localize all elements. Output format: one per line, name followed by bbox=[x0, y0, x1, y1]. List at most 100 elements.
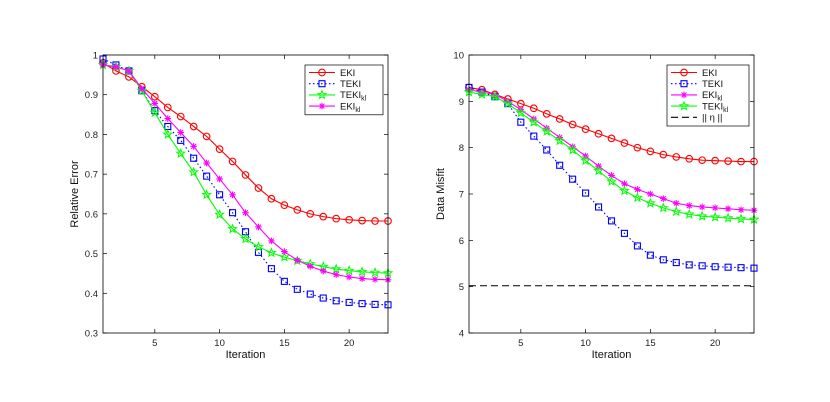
data-point bbox=[633, 143, 642, 152]
data-point bbox=[369, 267, 381, 278]
data-point bbox=[176, 112, 185, 121]
data-point bbox=[685, 261, 693, 269]
x-tick-label: 20 bbox=[344, 338, 355, 349]
data-point bbox=[306, 290, 314, 298]
data-point bbox=[645, 197, 656, 208]
y-tick-label: 0.4 bbox=[85, 289, 98, 300]
data-point bbox=[698, 156, 707, 165]
data-point bbox=[356, 266, 368, 277]
y-tick-label: 5 bbox=[459, 282, 464, 293]
data-point bbox=[136, 85, 148, 96]
legend-label: || η || bbox=[702, 113, 722, 124]
legend-item: TEKIkl bbox=[671, 100, 729, 114]
data-point bbox=[203, 159, 210, 167]
data-point bbox=[593, 165, 604, 176]
x-tick-label: 10 bbox=[580, 338, 591, 349]
data-point bbox=[530, 132, 538, 140]
data-point bbox=[163, 103, 172, 112]
data-point bbox=[345, 273, 353, 281]
data-point bbox=[568, 120, 577, 129]
series-eki-kl bbox=[99, 61, 392, 284]
series-teki bbox=[99, 55, 392, 309]
legend-item: || η || bbox=[671, 113, 722, 124]
data-point bbox=[149, 107, 161, 118]
data-point bbox=[358, 216, 366, 225]
data-point bbox=[175, 147, 187, 159]
data-point bbox=[343, 265, 355, 276]
x-axis-label: Iteration bbox=[592, 349, 632, 361]
data-point bbox=[189, 122, 198, 131]
y-tick-label: 6 bbox=[459, 236, 464, 247]
series-line bbox=[102, 62, 388, 222]
data-point bbox=[555, 115, 564, 123]
data-point bbox=[294, 257, 301, 264]
data-point bbox=[528, 116, 540, 127]
data-point bbox=[240, 233, 251, 244]
data-point bbox=[698, 262, 706, 270]
data-point bbox=[201, 189, 212, 200]
legend-marker bbox=[318, 102, 326, 110]
data-point bbox=[216, 191, 224, 199]
y-tick-label: 1 bbox=[93, 51, 98, 62]
data-point bbox=[504, 98, 512, 105]
data-point bbox=[657, 202, 669, 213]
data-point bbox=[646, 251, 654, 259]
chart-panel-1: 5 10 15 20 0.3 0.4 0.5 0.6 0.7 0.8 0.9 1 Iteration Re… bbox=[69, 51, 394, 361]
data-point bbox=[332, 214, 341, 223]
data-point bbox=[293, 285, 301, 293]
data-point bbox=[306, 210, 315, 218]
data-point bbox=[478, 88, 486, 96]
data-point bbox=[190, 143, 197, 150]
data-point bbox=[735, 213, 747, 224]
data-point bbox=[151, 100, 159, 107]
data-point bbox=[634, 186, 641, 193]
data-point bbox=[267, 265, 275, 273]
series-teki bbox=[465, 83, 758, 272]
data-point bbox=[633, 242, 641, 250]
data-point bbox=[267, 194, 276, 203]
data-point bbox=[358, 300, 366, 308]
data-point bbox=[659, 256, 667, 264]
data-point bbox=[281, 248, 288, 255]
series-line bbox=[468, 91, 755, 221]
data-point bbox=[177, 136, 185, 144]
series-line bbox=[102, 64, 389, 274]
legend-item: EKI bbox=[309, 68, 355, 79]
data-point bbox=[502, 98, 514, 109]
data-point bbox=[542, 109, 551, 118]
x-tick-label: 20 bbox=[710, 338, 721, 349]
data-point bbox=[517, 118, 525, 126]
data-point bbox=[177, 129, 185, 136]
data-point bbox=[253, 241, 264, 252]
legend-item: TEKI bbox=[309, 79, 361, 90]
data-point bbox=[255, 223, 262, 231]
data-point bbox=[150, 92, 159, 101]
data-point bbox=[672, 199, 680, 207]
data-point bbox=[581, 125, 590, 133]
data-point bbox=[541, 125, 553, 136]
legend-marker bbox=[680, 68, 688, 77]
series-line bbox=[102, 58, 389, 306]
data-point bbox=[569, 175, 577, 183]
y-tick-label: 0.5 bbox=[85, 249, 98, 260]
data-point bbox=[621, 180, 628, 188]
y-axis-label: Relative Error bbox=[69, 160, 81, 228]
data-point bbox=[660, 195, 667, 202]
data-point bbox=[594, 129, 603, 138]
data-point bbox=[543, 146, 551, 154]
data-point bbox=[371, 276, 379, 283]
x-axis-label: Iteration bbox=[226, 349, 266, 361]
data-point bbox=[567, 144, 578, 155]
x-tick-label: 15 bbox=[279, 338, 290, 349]
series-line bbox=[468, 86, 754, 163]
data-point bbox=[345, 298, 353, 306]
legend-label: TEKIkl bbox=[702, 101, 729, 114]
series-line bbox=[468, 86, 755, 269]
series-teki-kl bbox=[463, 86, 760, 225]
data-point bbox=[229, 191, 236, 199]
data-point bbox=[215, 145, 224, 153]
data-point bbox=[138, 85, 146, 93]
data-point bbox=[724, 157, 732, 165]
data-point bbox=[659, 150, 668, 159]
